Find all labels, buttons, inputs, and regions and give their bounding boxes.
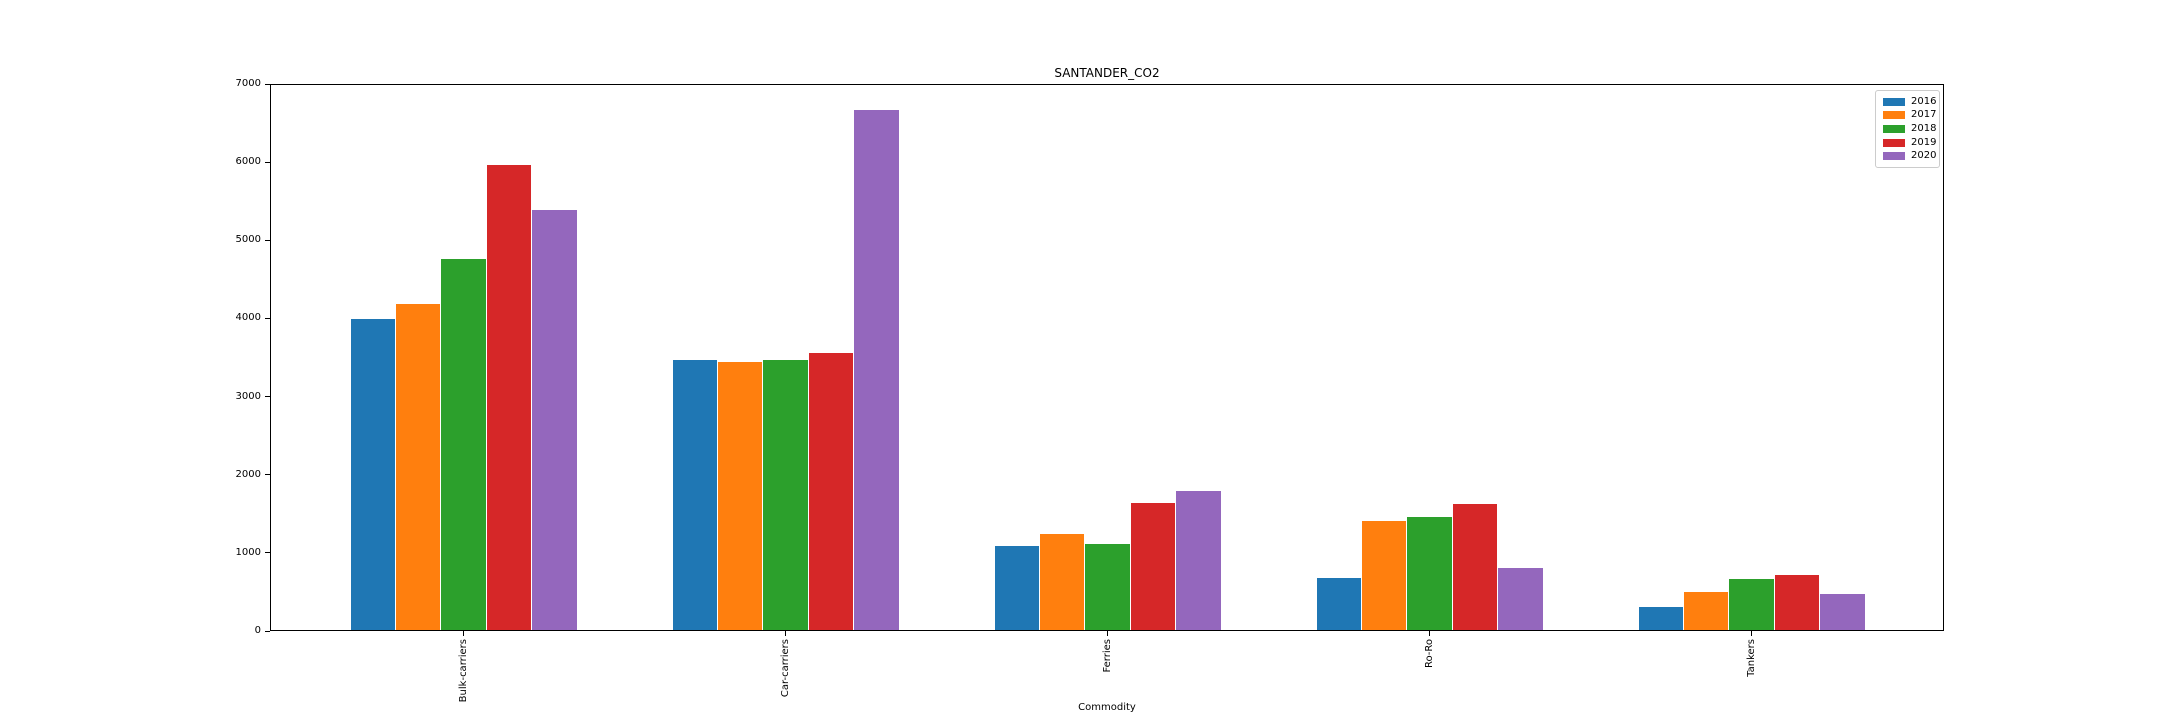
legend-label: 2017 bbox=[1911, 109, 1937, 121]
legend-entry-2017: 2017 bbox=[1883, 109, 1936, 123]
legend-entry-2020: 2020 bbox=[1883, 149, 1936, 163]
x-tick-label-ferries: Ferries bbox=[1101, 639, 1113, 673]
bar-2016-ro-ro bbox=[1316, 578, 1361, 630]
x-tick-label-ro-ro: Ro-Ro bbox=[1423, 639, 1435, 669]
bar-2018-car-carriers bbox=[763, 360, 808, 630]
y-tick-mark-2000 bbox=[265, 474, 270, 476]
legend-swatch-icon bbox=[1883, 138, 1905, 147]
bar-2018-bulk-carriers bbox=[441, 258, 486, 630]
y-tick-label-6000: 6000 bbox=[235, 156, 261, 168]
bar-2016-ferries bbox=[994, 546, 1039, 630]
legend-label: 2018 bbox=[1911, 122, 1937, 134]
bar-2020-car-carriers bbox=[854, 109, 899, 630]
bar-2019-ferries bbox=[1130, 503, 1176, 630]
bar-2017-tankers bbox=[1683, 592, 1729, 630]
bar-2018-ferries bbox=[1085, 544, 1130, 630]
legend-swatch-icon bbox=[1883, 152, 1905, 161]
legend-swatch-icon bbox=[1883, 97, 1905, 106]
bar-2018-ro-ro bbox=[1407, 517, 1452, 630]
legend-label: 2016 bbox=[1911, 95, 1937, 107]
y-tick-label-0: 0 bbox=[254, 625, 261, 636]
bar-2019-car-carriers bbox=[808, 352, 854, 630]
bar-2016-bulk-carriers bbox=[350, 319, 395, 630]
legend-entry-2016: 2016 bbox=[1883, 95, 1936, 109]
bar-2020-ferries bbox=[1176, 490, 1221, 630]
y-tick-label-3000: 3000 bbox=[235, 390, 261, 402]
y-tick-label-5000: 5000 bbox=[235, 234, 261, 246]
y-tick-mark-4000 bbox=[265, 317, 270, 319]
y-tick-label-1000: 1000 bbox=[235, 546, 261, 558]
y-tick-label-7000: 7000 bbox=[235, 78, 261, 89]
x-tick-mark-5 bbox=[1750, 631, 1752, 636]
legend-entry-2019: 2019 bbox=[1883, 136, 1936, 150]
legend-swatch-icon bbox=[1883, 111, 1905, 120]
x-tick-label-car-carriers: Car-carriers bbox=[779, 639, 791, 698]
x-tick-label-tankers: Tankers bbox=[1745, 639, 1757, 677]
bar-2020-ro-ro bbox=[1498, 568, 1543, 630]
chart-title: SANTANDER_CO2 bbox=[1054, 66, 1160, 80]
bar-2017-ferries bbox=[1039, 533, 1085, 630]
y-tick-mark-5000 bbox=[265, 239, 270, 241]
legend: 2016 2017 2018 2019 2020 bbox=[1875, 90, 1940, 168]
legend-swatch-icon bbox=[1883, 124, 1905, 133]
y-tick-label-4000: 4000 bbox=[235, 312, 261, 324]
legend-label: 2020 bbox=[1911, 150, 1937, 162]
bar-2017-ro-ro bbox=[1361, 521, 1407, 630]
bar-2017-car-carriers bbox=[717, 361, 763, 630]
y-tick-mark-7000 bbox=[265, 83, 270, 85]
bar-2019-ro-ro bbox=[1452, 504, 1498, 630]
bar-2019-tankers bbox=[1774, 574, 1820, 630]
x-tick-mark-2 bbox=[784, 631, 786, 636]
bar-2020-tankers bbox=[1820, 594, 1865, 630]
y-tick-mark-3000 bbox=[265, 396, 270, 398]
legend-entry-2018: 2018 bbox=[1883, 122, 1936, 136]
y-tick-mark-0 bbox=[265, 630, 270, 632]
legend-label: 2019 bbox=[1911, 136, 1937, 148]
x-tick-mark-3 bbox=[1106, 631, 1108, 636]
x-tick-mark-1 bbox=[462, 631, 464, 636]
x-axis-label: Commodity bbox=[1078, 702, 1136, 713]
y-tick-mark-6000 bbox=[265, 161, 270, 163]
y-tick-label-2000: 2000 bbox=[235, 468, 261, 480]
y-tick-mark-1000 bbox=[265, 552, 270, 554]
x-tick-mark-4 bbox=[1428, 631, 1430, 636]
plot-area bbox=[270, 84, 1944, 631]
bar-2019-bulk-carriers bbox=[486, 165, 532, 630]
bar-2016-tankers bbox=[1638, 606, 1683, 630]
bar-2017-bulk-carriers bbox=[395, 304, 441, 630]
bar-2016-car-carriers bbox=[672, 360, 717, 630]
x-tick-label-bulk-carriers: Bulk-carriers bbox=[457, 639, 469, 703]
bar-2018-tankers bbox=[1729, 579, 1774, 630]
bar-2020-bulk-carriers bbox=[532, 209, 577, 630]
